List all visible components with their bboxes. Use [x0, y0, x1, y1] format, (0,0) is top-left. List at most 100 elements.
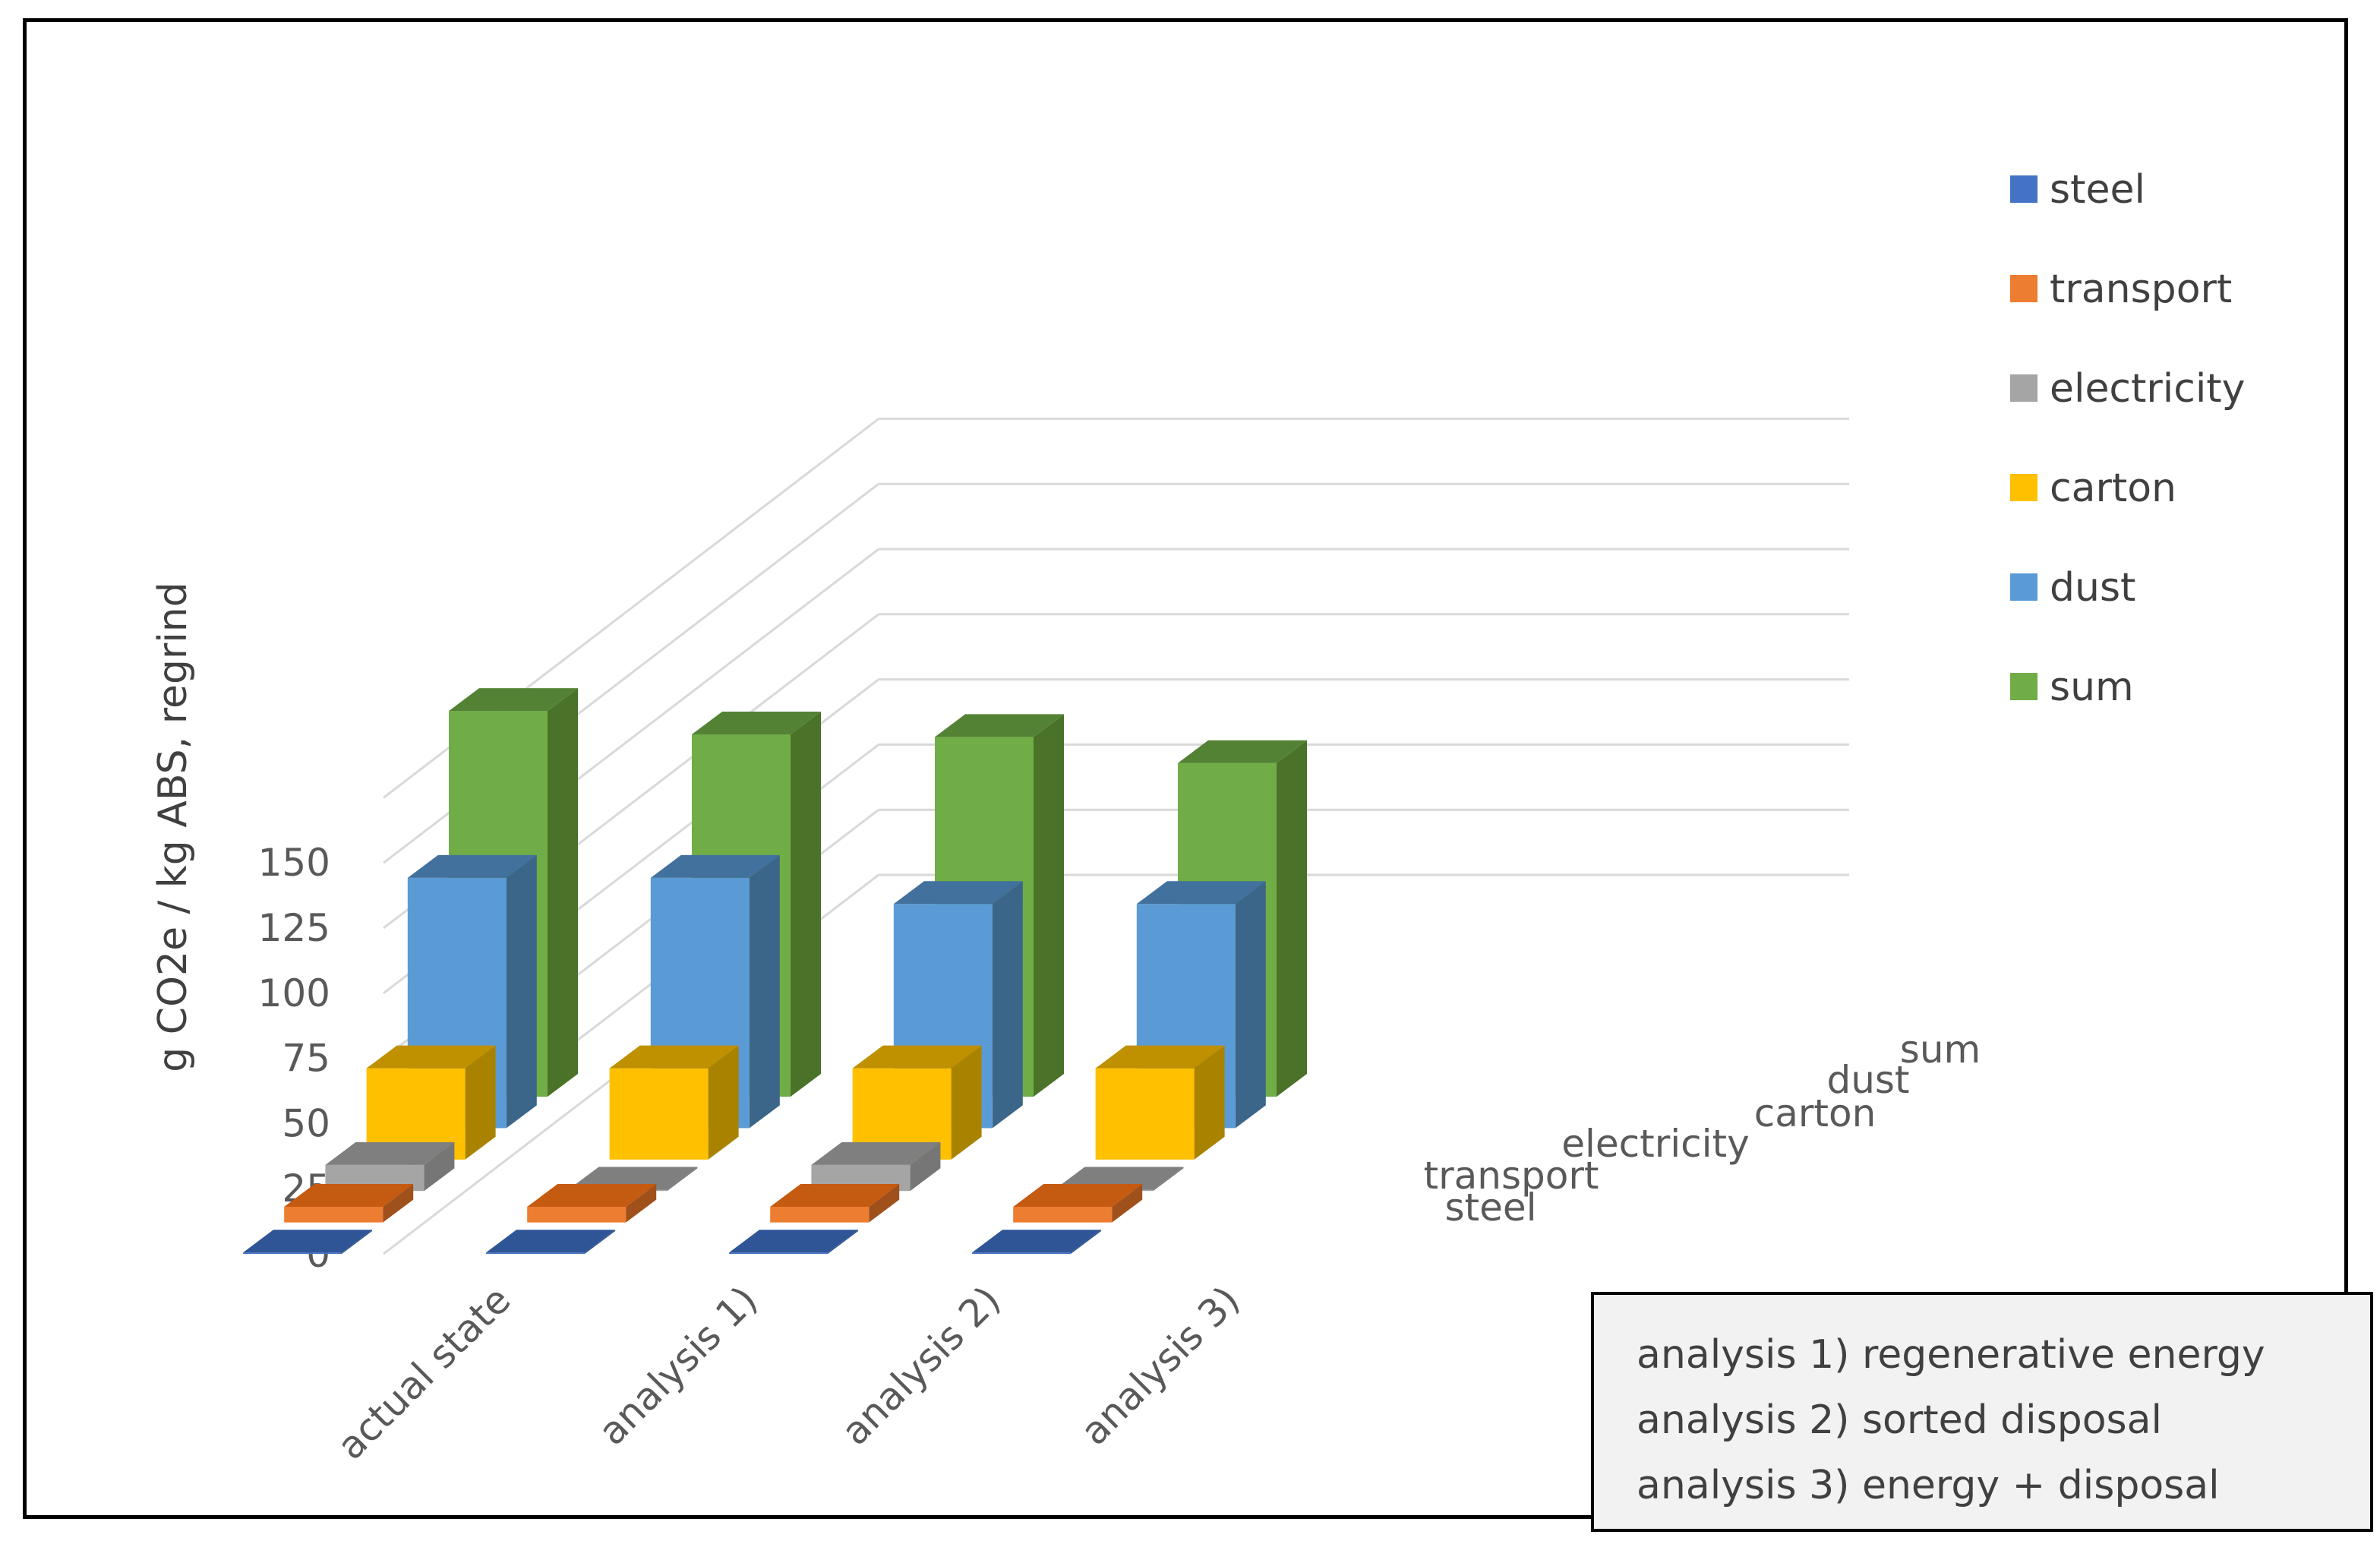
note-analysis-2: analysis 2) sorted disposal: [1637, 1397, 2162, 1443]
legend-label-transport: transport: [2050, 267, 2232, 312]
bar-top: [243, 1230, 372, 1253]
legend-item-electricity: electricity: [2010, 366, 2245, 412]
legend-label-carton: carton: [2050, 466, 2176, 511]
bar-side: [342, 1230, 372, 1254]
legend-swatch-dust: [2010, 573, 2038, 601]
bar-side: [1034, 714, 1064, 1097]
x-label-analysis-2: analysis 2): [833, 1277, 1009, 1454]
depth-label-transport: transport: [1423, 1154, 1599, 1198]
y-tick-50: 50: [282, 1101, 330, 1145]
bar-steel-actual-state: [243, 1230, 372, 1254]
chart-frame: 0255075100125150 g CO2e / kg ABS, regrin…: [23, 18, 2373, 1532]
bar-top: [1095, 1045, 1225, 1069]
bar-front: [1095, 1068, 1195, 1160]
legend-item-sum: sum: [2010, 665, 2134, 710]
bar-top: [1013, 1184, 1143, 1208]
bar-side: [1112, 1184, 1143, 1223]
x-axis-labels: actual state analysis 1) analysis 2) analys…: [329, 1277, 1248, 1468]
bar-side: [910, 1141, 941, 1192]
bar-steel-analysis-3: [972, 1230, 1101, 1254]
bar-top: [527, 1184, 657, 1208]
bar-top: [650, 854, 780, 878]
bar-front: [770, 1207, 870, 1223]
bar-top: [1136, 881, 1266, 905]
bar-front: [486, 1252, 585, 1254]
x-label-analysis-1: analysis 1): [590, 1277, 766, 1454]
legend-swatch-carton: [2010, 474, 2038, 501]
bar-side: [749, 854, 780, 1129]
legend-item-dust: dust: [2010, 565, 2135, 611]
bar-top: [935, 714, 1064, 737]
y-axis-label: g CO2e / kg ABS, regrind: [150, 582, 196, 1072]
bar-side: [951, 1045, 982, 1160]
depth-label-dust: dust: [1826, 1058, 1909, 1102]
bar-top: [852, 1045, 982, 1069]
legend-swatch-sum: [2010, 673, 2038, 700]
bar-side: [1235, 881, 1266, 1129]
bar-top: [366, 1045, 496, 1069]
legend-label-electricity: electricity: [2050, 366, 2245, 412]
bar-top: [449, 688, 578, 712]
bar-transport-analysis-2: [770, 1184, 900, 1223]
bar-top: [1054, 1167, 1184, 1190]
note-analysis-1: analysis 1) regenerative energy: [1637, 1332, 2265, 1378]
bar-side: [869, 1184, 900, 1223]
y-tick-125: 125: [258, 906, 330, 950]
bar-front: [972, 1252, 1071, 1254]
bar-side: [1071, 1230, 1101, 1254]
depth-label-carton: carton: [1754, 1091, 1877, 1135]
depth-label-sum: sum: [1900, 1028, 1981, 1072]
bar-side: [1194, 1045, 1225, 1160]
bar-steel-analysis-2: [729, 1230, 858, 1254]
bar-carton-analysis-3: [1095, 1045, 1225, 1160]
bar-front: [609, 1068, 709, 1160]
bar-side: [424, 1141, 455, 1192]
bar-front: [1013, 1207, 1113, 1223]
bars: [243, 688, 1307, 1254]
legend-label-steel: steel: [2050, 167, 2145, 213]
depth-label-steel: steel: [1444, 1186, 1536, 1230]
bar-top: [972, 1230, 1101, 1253]
bar-front: [729, 1252, 828, 1254]
x-label-analysis-3: analysis 3): [1072, 1277, 1248, 1454]
bar-side: [383, 1184, 414, 1223]
bar-side: [585, 1230, 615, 1254]
legend-swatch-steel: [2010, 175, 2038, 203]
y-tick-75: 75: [282, 1037, 330, 1081]
bar-side: [1277, 740, 1307, 1097]
legend-item-carton: carton: [2010, 466, 2176, 511]
bar-front: [243, 1252, 342, 1254]
bar-side: [992, 881, 1023, 1129]
legend: steel transport electricity carton dust sum: [2010, 167, 2245, 710]
bar-electricity-analysis-2: [811, 1141, 941, 1192]
bar-side: [548, 688, 578, 1097]
bar-side: [465, 1045, 496, 1160]
bar-top: [325, 1141, 455, 1165]
x-label-actual-state: actual state: [329, 1277, 519, 1468]
note-analysis-3: analysis 3) energy + disposal: [1637, 1463, 2220, 1508]
bar-top: [811, 1141, 941, 1165]
legend-swatch-electricity: [2010, 374, 2038, 402]
y-tick-100: 100: [258, 971, 330, 1015]
bar-front: [284, 1207, 384, 1223]
bar-top: [1178, 740, 1307, 763]
bar-transport-analysis-3: [1013, 1184, 1143, 1223]
bar-top: [284, 1184, 414, 1208]
bar-side: [828, 1230, 858, 1254]
bar-top: [692, 711, 821, 734]
chart-svg: 0255075100125150 g CO2e / kg ABS, regrin…: [150, 167, 2245, 1468]
bar-side: [667, 1167, 698, 1192]
legend-label-dust: dust: [2050, 565, 2135, 611]
legend-item-transport: transport: [2010, 267, 2232, 312]
bar-top: [729, 1230, 858, 1253]
bar-top: [893, 881, 1023, 905]
bar-steel-analysis-1: [486, 1230, 615, 1254]
bar-side: [506, 854, 537, 1129]
bar-side: [626, 1184, 657, 1223]
bar-transport-actual-state: [284, 1184, 414, 1223]
bar-top: [609, 1045, 739, 1069]
depth-label-electricity: electricity: [1561, 1122, 1750, 1166]
legend-swatch-transport: [2010, 275, 2038, 302]
y-tick-150: 150: [258, 841, 330, 885]
